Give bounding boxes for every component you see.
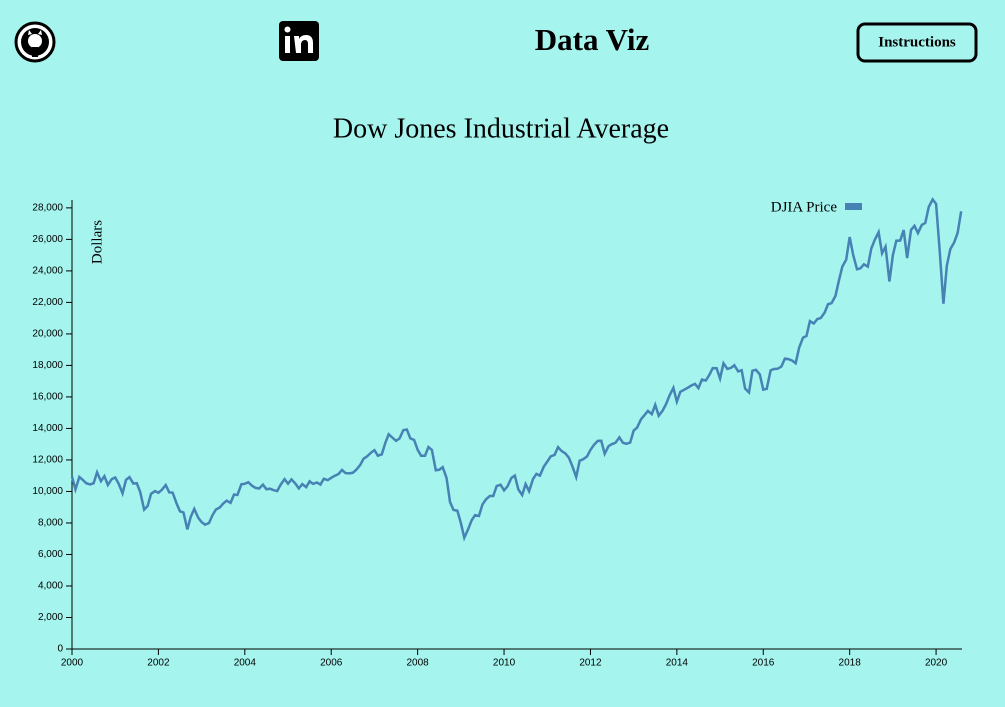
brand: Data Viz: [535, 22, 650, 57]
y-tick-label: 24,000: [32, 266, 63, 277]
x-tick-label: 2018: [839, 658, 862, 669]
x-tick-label: 2020: [925, 658, 948, 669]
y-tick-label: 20,000: [32, 329, 63, 340]
y-tick-label: 4,000: [38, 581, 63, 592]
x-tick-label: 2004: [234, 658, 257, 669]
x-tick-label: 2016: [752, 658, 775, 669]
x-tick-label: 2010: [493, 658, 516, 669]
y-tick-label: 26,000: [32, 234, 63, 245]
y-tick-label: 22,000: [32, 297, 63, 308]
y-tick-label: 8,000: [38, 518, 63, 529]
x-tick-label: 2008: [407, 658, 430, 669]
x-tick-label: 2012: [579, 658, 602, 669]
y-tick-label: 0: [57, 644, 63, 655]
y-tick-label: 28,000: [32, 203, 63, 214]
legend-label: DJIA Price: [771, 199, 838, 215]
y-tick-label: 10,000: [32, 486, 63, 497]
chart-title: Dow Jones Industrial Average: [333, 113, 669, 144]
y-tick-label: 6,000: [38, 549, 63, 560]
y-axis-label: Dollars: [89, 220, 105, 264]
series-line: [70, 197, 963, 542]
y-tick-label: 14,000: [32, 423, 63, 434]
x-tick-label: 2014: [666, 658, 689, 669]
linkedin-icon[interactable]: [279, 21, 319, 61]
y-tick-label: 16,000: [32, 392, 63, 403]
y-tick-label: 12,000: [32, 455, 63, 466]
x-tick-label: 2002: [147, 658, 170, 669]
legend-swatch: [845, 203, 862, 210]
button-label[interactable]: Instructions: [878, 34, 956, 50]
y-tick-label: 18,000: [32, 360, 63, 371]
instructions-button[interactable]: Instructions: [856, 22, 978, 63]
x-tick-label: 2006: [320, 658, 343, 669]
x-tick-label: 2000: [61, 658, 84, 669]
y-tick-label: 2,000: [38, 612, 63, 623]
github-icon[interactable]: [14, 21, 56, 63]
